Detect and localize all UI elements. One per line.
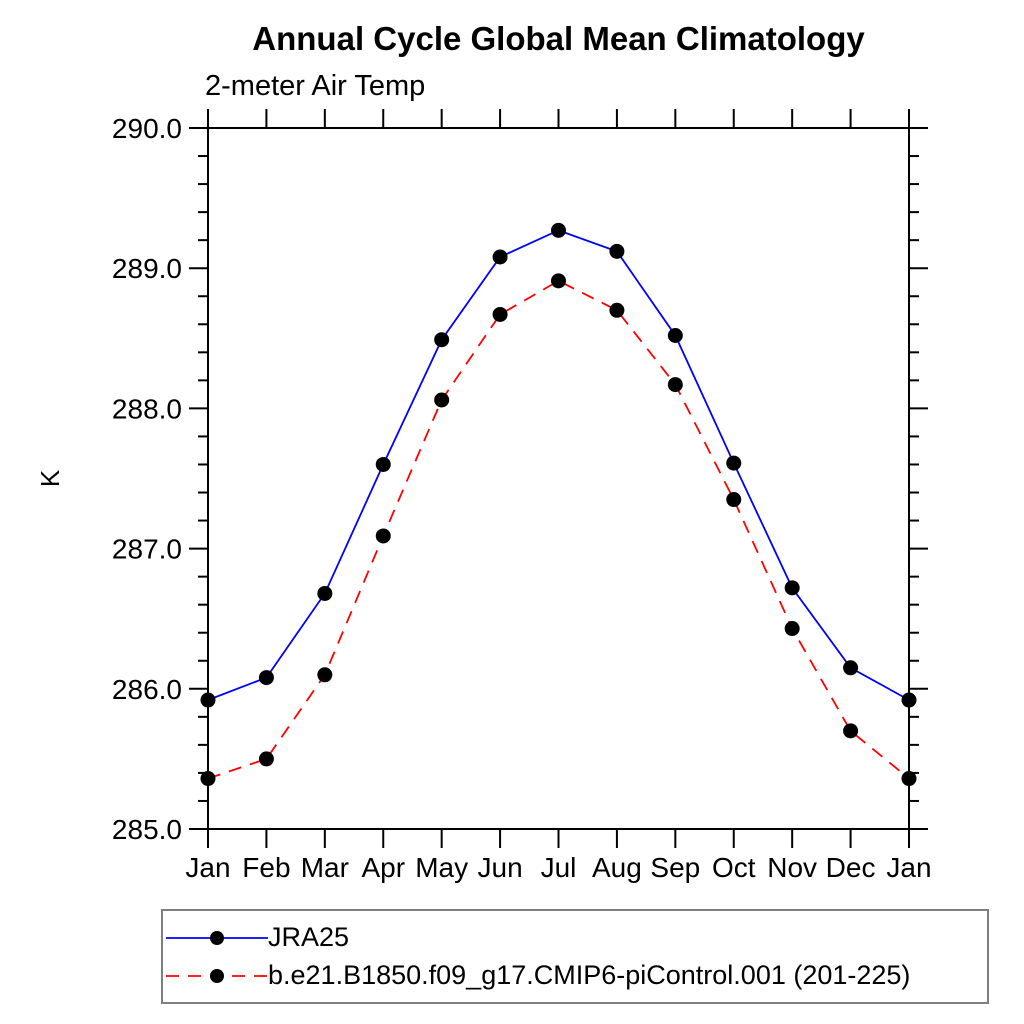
data-point [434, 392, 450, 408]
x-tick-label: Dec [826, 852, 876, 883]
page-title: Annual Cycle Global Mean Climatology [252, 20, 865, 57]
data-point [375, 528, 391, 544]
data-point [784, 621, 800, 637]
y-tick-label: 290.0 [112, 113, 182, 144]
x-tick-label: Feb [242, 852, 290, 883]
y-tick-label: 285.0 [112, 814, 182, 845]
data-point [726, 455, 742, 471]
x-tick-label: Apr [361, 852, 405, 883]
data-point [784, 580, 800, 596]
x-tick-label: Oct [712, 852, 756, 883]
legend-label-model: b.e21.B1850.f09_g17.CMIP6-piControl.001 … [268, 960, 911, 990]
legend-label-jra25: JRA25 [268, 922, 350, 952]
y-tick-label: 289.0 [112, 253, 182, 284]
x-tick-label: Jun [478, 852, 523, 883]
x-axis: Jan Feb Mar Apr May Jun Jul Aug Sep Oct Nov Dec Jan [185, 109, 932, 883]
x-tick-label: May [415, 852, 468, 883]
legend-line-sample-jra25 [166, 930, 268, 945]
data-point [901, 771, 917, 787]
x-tick-label: Mar [301, 852, 349, 883]
legend-row-jra25: JRA25 [166, 919, 987, 957]
x-tick-label: Nov [767, 852, 817, 883]
data-point [843, 660, 859, 676]
x-tick-label: Jan [185, 852, 230, 883]
data-point [492, 249, 508, 265]
data-point [551, 273, 566, 289]
data-point [200, 771, 216, 787]
y-tick-label: 287.0 [112, 534, 182, 565]
data-point [609, 302, 625, 318]
data-point [551, 222, 566, 238]
plot-subtitle: 2-meter Air Temp [205, 70, 426, 102]
y-tick-label: 286.0 [112, 674, 182, 705]
series-1 [200, 273, 917, 787]
x-tick-label: Jul [541, 852, 577, 883]
data-point [317, 667, 333, 683]
series-line [207, 279, 910, 780]
data-point [258, 751, 274, 767]
legend-sample-marker [210, 930, 224, 945]
legend-line-sample-model [166, 968, 268, 983]
data-point [609, 243, 625, 259]
legend: JRA25 b.e21.B1850.f09_g17.CMIP6-piContro… [161, 909, 989, 1004]
legend-row-model: b.e21.B1850.f09_g17.CMIP6-piControl.001 … [166, 957, 987, 995]
x-tick-label: Jan [886, 852, 931, 883]
data-point [375, 456, 391, 472]
data-point [258, 670, 274, 686]
y-tick-label: 288.0 [112, 393, 182, 424]
data-point [667, 377, 683, 393]
data-point [901, 692, 917, 708]
data-point [200, 692, 216, 708]
x-tick-label: Aug [592, 852, 642, 883]
data-point [492, 306, 508, 322]
series-line [207, 229, 910, 701]
x-tick-label: Sep [650, 852, 700, 883]
series-0 [200, 222, 917, 708]
data-point [667, 327, 683, 343]
data-point [843, 723, 859, 739]
legend-sample-marker [210, 968, 224, 983]
data-point [726, 492, 742, 508]
data-point [317, 585, 333, 601]
data-point [434, 332, 450, 348]
y-axis: 285.0 286.0 287.0 288.0 289.0 290.0 [112, 113, 928, 845]
